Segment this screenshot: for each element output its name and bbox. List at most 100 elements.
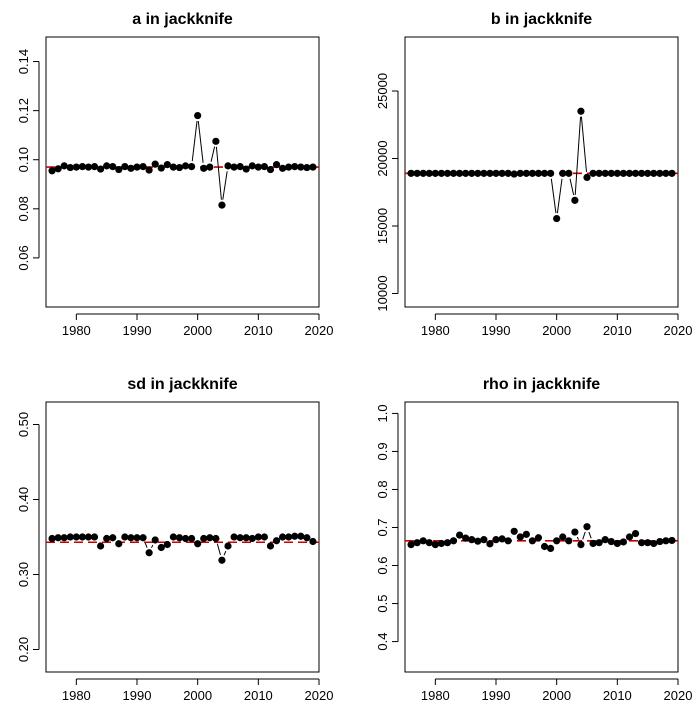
data-point [121,163,129,171]
data-point [175,163,184,172]
y-tick-label: 0.4 [375,633,390,651]
data-point [553,537,561,545]
data-point [97,542,105,550]
data-point [279,533,287,541]
y-tick-label: 15000 [375,208,390,244]
data-point [456,169,464,177]
x-tick-label: 2010 [603,323,632,338]
data-point [510,527,518,535]
series-line-segment [588,531,592,539]
data-point [133,163,141,171]
data-point [66,163,74,172]
data-point [236,534,244,542]
data-point [419,169,427,177]
data-point [662,169,670,177]
data-point [297,163,305,171]
chart-title: b in jackknife [491,11,592,28]
y-tick-label: 0.8 [375,480,390,498]
y-tick-label: 0.14 [16,49,31,74]
data-point [625,169,634,177]
series-line-segment [574,116,582,195]
series-line-segment [223,550,227,556]
data-point [407,169,415,177]
data-point [528,169,537,177]
data-point [498,535,506,543]
data-point [188,163,196,171]
y-tick-label: 0.7 [375,518,390,536]
data-point [200,164,208,172]
data-point [413,539,421,547]
data-point [303,163,311,172]
data-point [242,165,250,173]
data-point [84,533,93,541]
series-line-segment [191,120,198,162]
data-series [48,532,317,564]
data-point [139,534,147,542]
data-point [601,536,609,544]
data-point [206,163,214,171]
data-point [230,533,238,541]
data-point [437,169,445,177]
data-point [218,556,226,564]
data-point [540,169,549,177]
y-tick-label: 0.5 [375,595,390,613]
data-series [48,111,317,209]
data-point [169,533,177,541]
data-series [407,107,676,223]
data-point [425,169,433,177]
x-tick-label: 1990 [482,323,511,338]
data-point [163,161,171,169]
x-tick-label: 1990 [123,323,152,338]
data-point [194,111,202,120]
data-point [431,169,439,177]
data-point [54,534,62,542]
data-point [157,164,165,172]
data-point [486,169,494,177]
data-point [443,539,452,547]
data-point [163,540,171,549]
data-point [169,163,177,171]
data-point [407,541,415,549]
data-point [139,163,147,171]
data-point [151,160,159,168]
y-tick-label: 0.10 [16,147,31,172]
data-point [260,163,268,171]
data-point [540,542,549,551]
x-tick-label: 2020 [664,688,693,703]
data-point [309,537,317,546]
data-point [638,169,646,177]
data-point [72,163,80,171]
data-point [644,169,652,177]
data-point [474,537,482,545]
x-axis: 1980 1990 2000 2010 2020 [62,313,333,338]
data-point [662,537,670,545]
data-point [613,169,621,177]
data-point [285,533,293,541]
data-point [54,165,62,173]
x-axis: 1980 1990 2000 2010 2020 [62,678,333,703]
data-point [84,163,93,171]
y-tick-label: 0.12 [16,98,31,123]
x-tick-label: 1980 [421,323,450,338]
x-tick-label: 2000 [183,323,212,338]
data-point [668,536,676,545]
data-point [272,537,281,545]
x-tick-label: 2000 [542,688,571,703]
data-series [407,523,676,553]
x-tick-label: 2010 [244,323,273,338]
data-point [78,533,86,541]
data-point [272,161,281,169]
y-tick-label: 20000 [375,140,390,176]
x-tick-label: 1990 [482,688,511,703]
data-point [103,534,111,543]
data-point [66,533,74,541]
x-tick-label: 2010 [603,688,632,703]
data-point [151,536,159,544]
data-point [218,201,226,209]
x-axis: 1980 1990 2000 2010 2020 [421,678,693,703]
data-point [498,169,506,177]
series-line-segment [576,536,579,540]
y-tick-label: 10000 [375,275,390,311]
data-point [474,169,482,177]
data-point [133,534,141,542]
